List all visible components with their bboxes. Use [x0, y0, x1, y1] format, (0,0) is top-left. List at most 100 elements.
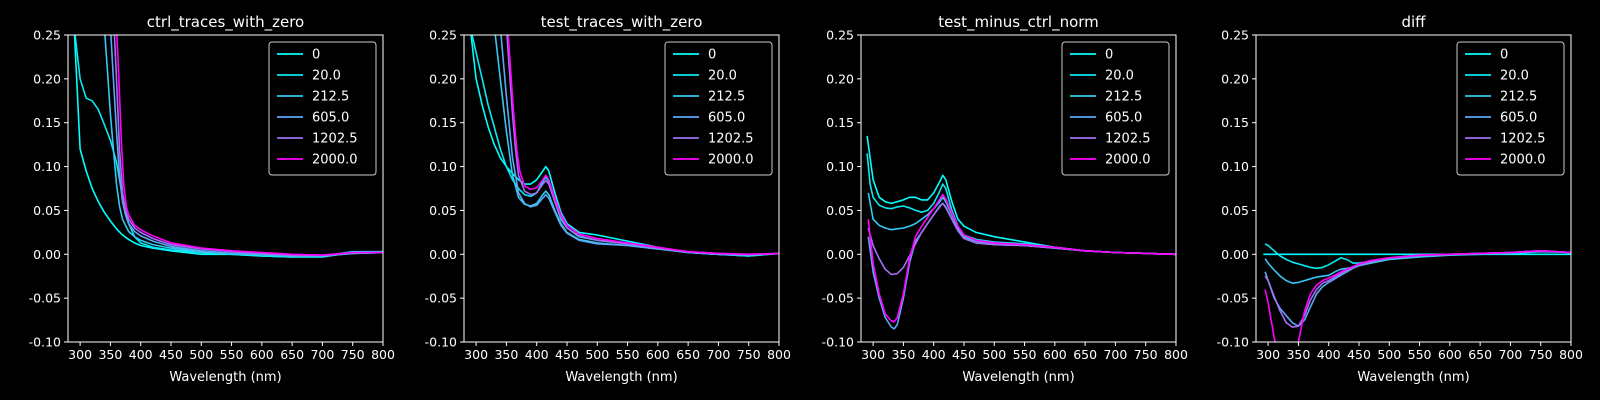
x-tick-label: 500 [189, 347, 213, 362]
legend-entry: 605.0 [1500, 111, 1537, 126]
y-tick-label: 0.00 [429, 247, 457, 262]
chart-title: test_minus_ctrl_norm [938, 13, 1099, 32]
chart-panel-3: 300 350 400 450 500 550 600 650 700 750 800 -0.10 -0… [822, 13, 1188, 385]
x-tick-label: 400 [1317, 347, 1341, 362]
y-tick-label: 0.05 [826, 203, 854, 218]
legend-entry: 2000.0 [312, 153, 358, 168]
y-tick-label: 0.15 [429, 115, 457, 130]
legend: 0 20.0 212.5 605.0 1202.5 2000.0 [664, 41, 773, 176]
y-tick-label: 0.25 [1221, 28, 1249, 43]
x-tick-label: 750 [737, 347, 761, 362]
y-tick-label: 0.20 [429, 71, 457, 86]
legend-entry: 212.5 [312, 90, 349, 105]
axes-frame [1255, 34, 1572, 343]
x-tick-label: 650 [1073, 347, 1097, 362]
x-tick-label: 400 [525, 347, 549, 362]
legend-entry: 20.0 [1105, 69, 1134, 84]
y-tick-label: 0.10 [826, 159, 854, 174]
axes-frame [67, 34, 384, 343]
x-tick-label: 600 [250, 347, 274, 362]
legend-entry: 2000.0 [1500, 153, 1546, 168]
legend-entry: 605.0 [1105, 111, 1142, 126]
x-tick-label: 800 [1559, 347, 1583, 362]
x-tick-label: 350 [494, 347, 518, 362]
legend-entry: 0 [312, 48, 320, 63]
x-tick-label: 700 [310, 347, 334, 362]
legend-entry: 605.0 [708, 111, 745, 126]
y-tick-label: 0.00 [826, 247, 854, 262]
x-tick-label: 800 [1164, 347, 1188, 362]
x-tick-label: 650 [1468, 347, 1492, 362]
series-line-1202-5 [867, 202, 1176, 276]
chart-panel-4: 300 350 400 450 500 550 600 650 700 750 800 -0.10 -0… [1217, 13, 1583, 385]
x-tick-label: 350 [98, 347, 122, 362]
series-lines [73, 35, 383, 258]
legend-entry: 20.0 [312, 69, 341, 84]
x-tick-label: 450 [555, 347, 579, 362]
y-tick-label: 0.10 [1221, 159, 1249, 174]
y-tick-label: 0.00 [33, 247, 61, 262]
chart-title: test_traces_with_zero [541, 13, 703, 32]
x-tick-label: 800 [767, 347, 791, 362]
x-axis-label: Wavelength (nm) [565, 370, 677, 385]
x-axis-label: Wavelength (nm) [1357, 370, 1469, 385]
x-tick-label: 300 [68, 347, 92, 362]
x-tick-label: 600 [1438, 347, 1462, 362]
legend-entry: 20.0 [708, 69, 737, 84]
series-lines [470, 35, 779, 257]
x-tick-label: 300 [1256, 347, 1280, 362]
series-line-2000-0 [116, 35, 383, 256]
y-tick-label: 0.05 [429, 203, 457, 218]
y-tick-label: 0.25 [33, 28, 61, 43]
y-tick-label: -0.10 [1217, 335, 1249, 350]
legend-entry: 212.5 [1105, 90, 1142, 105]
x-tick-label: 400 [129, 347, 153, 362]
legend-entry: 20.0 [1500, 69, 1529, 84]
x-tick-label: 800 [371, 347, 395, 362]
legend: 0 20.0 212.5 605.0 1202.5 2000.0 [1061, 41, 1170, 176]
x-tick-label: 450 [159, 347, 183, 362]
series-lines [1263, 243, 1571, 342]
y-tick-label: 0.15 [33, 115, 61, 130]
x-tick-label: 350 [1286, 347, 1310, 362]
y-tick-label: 0.15 [1221, 115, 1249, 130]
series-line-605-0 [500, 35, 779, 256]
axes-frame [860, 34, 1177, 343]
axes-frame [463, 34, 780, 343]
x-tick-label: 550 [1408, 347, 1432, 362]
chart-title: diff [1401, 13, 1426, 31]
y-tick-label: 0.25 [826, 28, 854, 43]
y-tick-label: -0.10 [425, 335, 457, 350]
x-tick-label: 600 [1043, 347, 1067, 362]
legend-entry: 0 [1105, 48, 1113, 63]
x-tick-label: 350 [891, 347, 915, 362]
y-tick-label: 0.20 [826, 71, 854, 86]
legend-entry: 605.0 [312, 111, 349, 126]
y-tick-label: 0.00 [1221, 247, 1249, 262]
y-tick-label: 0.20 [1221, 71, 1249, 86]
legend-entry: 1202.5 [1500, 132, 1546, 147]
x-tick-label: 450 [1347, 347, 1371, 362]
x-tick-label: 700 [706, 347, 730, 362]
x-tick-label: 500 [1377, 347, 1401, 362]
x-tick-label: 700 [1103, 347, 1127, 362]
legend-entry: 212.5 [708, 90, 745, 105]
x-axis-label: Wavelength (nm) [169, 370, 281, 385]
x-tick-label: 750 [341, 347, 365, 362]
x-tick-label: 500 [585, 347, 609, 362]
series-line-212-5 [1264, 250, 1571, 285]
series-lines [866, 135, 1176, 330]
y-tick-label: -0.05 [425, 291, 457, 306]
legend: 0 20.0 212.5 605.0 1202.5 2000.0 [1456, 41, 1565, 176]
y-tick-label: 0.25 [429, 28, 457, 43]
legend-entry: 2000.0 [708, 153, 754, 168]
x-tick-label: 650 [280, 347, 304, 362]
y-tick-label: 0.10 [33, 159, 61, 174]
y-tick-label: -0.10 [29, 335, 61, 350]
x-tick-label: 400 [922, 347, 946, 362]
x-tick-label: 600 [646, 347, 670, 362]
x-axis-label: Wavelength (nm) [962, 370, 1074, 385]
chart-panel-2: 300 350 400 450 500 550 600 650 700 750 800 -0.10 -0… [425, 13, 791, 385]
